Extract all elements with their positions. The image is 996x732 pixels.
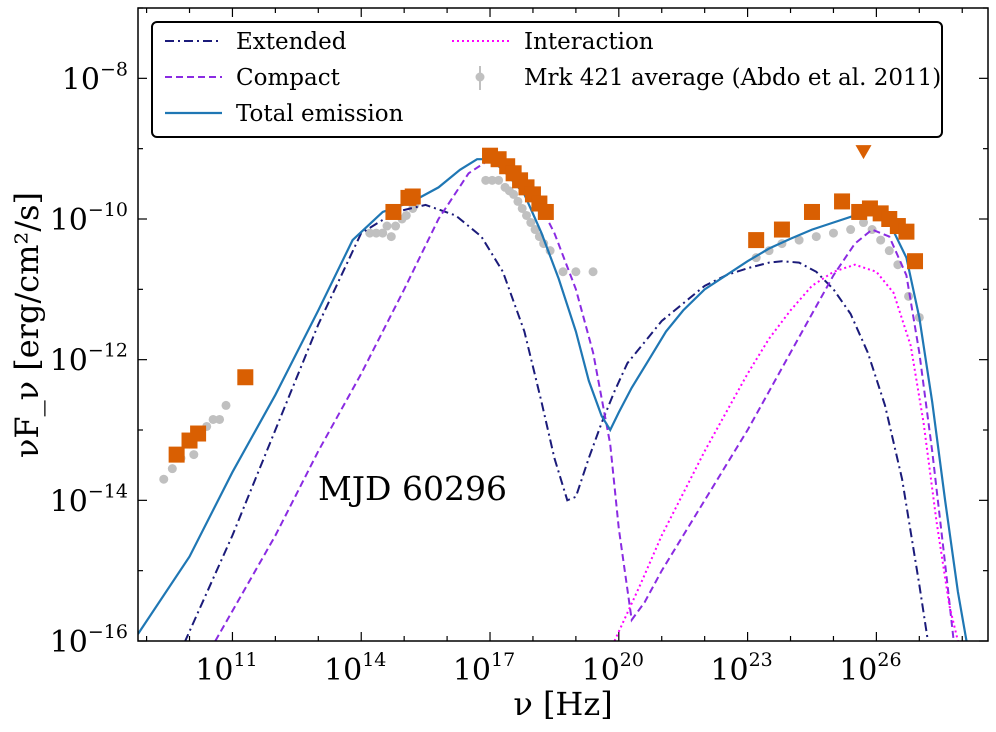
observed-point-36 [588, 267, 598, 277]
observed-point-25 [509, 189, 519, 199]
observed-point-40 [794, 235, 804, 245]
mjd-point-25 [898, 223, 915, 240]
observed-point-43 [846, 225, 856, 235]
legend-label-interaction: Interaction [524, 29, 654, 55]
observed-point-10 [365, 228, 375, 238]
mjd-point-3 [237, 369, 254, 386]
x-tick-label-exp-3: 20 [620, 649, 644, 671]
legend-label-compact: Compact [236, 65, 341, 91]
mjd-point-15 [537, 203, 554, 220]
mjd-point-17 [773, 221, 790, 238]
x-tick-label-0: 1011 [195, 649, 257, 688]
observed-point-22 [494, 175, 504, 185]
mjd-point-2 [190, 425, 207, 442]
observed-point-13 [382, 221, 392, 231]
legend-label-extended: Extended [236, 29, 347, 55]
observed-point-42 [828, 228, 838, 238]
observed-point-7 [208, 414, 218, 424]
mjd-point-4 [385, 203, 402, 220]
mjd-point-26 [907, 253, 924, 270]
x-tick-label-exp-2: 17 [491, 649, 515, 671]
observed-point-20 [481, 175, 491, 185]
legend-label-observed: Mrk 421 average (Abdo et al. 2011) [524, 65, 941, 91]
y-tick-label-3: 10−14 [50, 480, 128, 519]
y-tick-label-exp-4: −16 [88, 621, 128, 643]
observed-point-34 [558, 267, 568, 277]
observed-point-44 [859, 218, 869, 228]
legend-box [151, 21, 943, 138]
y-tick-label-exp-1: −10 [88, 199, 128, 221]
y-tick-label-0: 10−8 [62, 58, 128, 97]
observed-point-26 [513, 196, 523, 206]
mjd-upper-limit-marker [855, 145, 872, 160]
observed-point-4 [189, 450, 199, 460]
x-tick-label-exp-1: 14 [362, 649, 386, 671]
x-tick-label-exp-0: 11 [233, 649, 257, 671]
observed-point-41 [811, 232, 821, 242]
observed-point-0 [159, 474, 169, 484]
observed-point-17 [401, 210, 411, 220]
mjd-point-19 [834, 193, 851, 210]
annotation-mjd: MJD 60296 [318, 469, 507, 508]
curve-extended [184, 203, 929, 641]
observed-point-21 [487, 175, 497, 185]
y-tick-label-exp-2: −12 [88, 340, 128, 362]
observed-point-30 [530, 225, 540, 235]
mjd-points-layer [168, 145, 924, 463]
axis-ticks [138, 7, 988, 642]
observed-point-27 [517, 203, 527, 213]
observed-point-15 [391, 221, 401, 231]
plot-frame [137, 7, 989, 642]
x-axis-label: ν [Hz] [513, 685, 612, 723]
y-axis-label: νF_ν [erg/cm²/s] [8, 192, 46, 458]
observed-point-11 [371, 228, 381, 238]
x-tick-label-exp-5: 26 [877, 649, 901, 671]
observed-point-14 [386, 232, 396, 242]
observed-point-46 [876, 235, 886, 245]
mjd-point-16 [748, 232, 765, 249]
legend-label-total: Total emission [236, 101, 404, 127]
observed-point-9 [221, 400, 231, 410]
legend: Extended Compact Total emission Interact… [151, 21, 943, 138]
mjd-point-6 [404, 188, 421, 205]
observed-point-28 [522, 210, 532, 220]
mjd-point-0 [168, 446, 185, 463]
x-tick-label-exp-4: 23 [749, 649, 773, 671]
x-tick-label-1: 1014 [324, 649, 386, 688]
observed-point-29 [526, 218, 536, 228]
observed-point-35 [571, 267, 581, 277]
y-tick-label-exp-0: −8 [100, 58, 128, 80]
observed-point-47 [884, 246, 894, 256]
observed-point-8 [215, 414, 225, 424]
y-tick-label-exp-3: −14 [88, 480, 128, 502]
mjd-point-18 [803, 203, 820, 220]
legend-marker-observed [475, 72, 485, 82]
observed-point-1 [167, 464, 177, 474]
observed-point-12 [378, 228, 388, 238]
